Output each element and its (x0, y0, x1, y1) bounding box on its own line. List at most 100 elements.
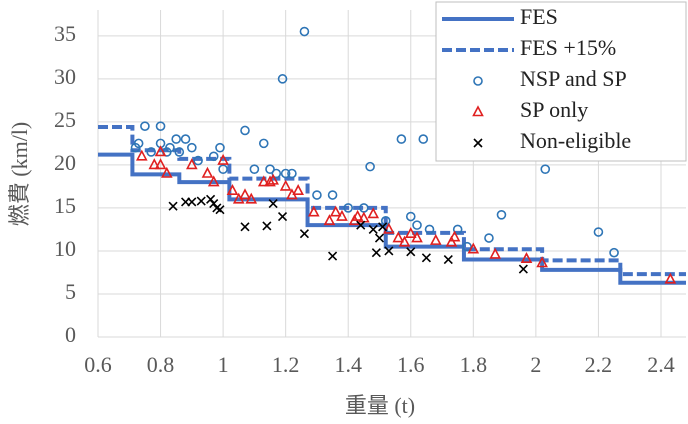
point (215, 205, 225, 215)
point (365, 161, 375, 172)
point (392, 231, 405, 243)
x-tick-label: 2 (530, 352, 541, 377)
point (496, 210, 507, 220)
point (154, 145, 167, 157)
point (187, 142, 197, 153)
point (208, 151, 219, 162)
point (307, 205, 320, 217)
point (536, 256, 548, 268)
step-line (98, 152, 686, 285)
point (518, 264, 528, 274)
x-tick-label: 1.6 (397, 352, 425, 377)
x-tick-label: 0.6 (84, 352, 112, 377)
point (368, 224, 378, 234)
point (383, 222, 395, 234)
point (489, 247, 502, 259)
point (146, 147, 156, 157)
point (187, 197, 197, 207)
x-tick-label: 0.8 (147, 352, 175, 377)
point (405, 211, 416, 222)
point (323, 214, 336, 226)
point (193, 155, 203, 166)
point (292, 184, 304, 196)
point (240, 222, 250, 232)
point (358, 211, 370, 223)
point (171, 134, 181, 144)
y-tick-label: 5 (65, 279, 76, 304)
point (378, 222, 388, 232)
point (371, 248, 381, 258)
point (593, 227, 604, 237)
point (279, 179, 292, 191)
point (239, 188, 251, 200)
point (218, 164, 228, 174)
point (406, 247, 416, 257)
point (540, 164, 551, 174)
y-tick-label: 35 (54, 21, 76, 46)
point (267, 173, 279, 185)
point (245, 192, 258, 204)
point (140, 121, 150, 131)
legend-label: FES (520, 4, 558, 29)
point (257, 175, 270, 187)
point (462, 241, 472, 252)
point (262, 221, 272, 231)
point (155, 121, 166, 131)
x-axis-label: 重量 (t) (345, 393, 415, 418)
y-tick-label: 30 (54, 64, 76, 89)
point (384, 246, 394, 256)
point (336, 209, 348, 221)
point (328, 251, 338, 261)
point (271, 168, 282, 179)
point (135, 149, 148, 161)
point (277, 74, 288, 84)
legend-swatch (472, 105, 484, 117)
point (448, 230, 461, 242)
point (398, 235, 411, 247)
point (418, 134, 429, 144)
point (287, 168, 297, 179)
point (312, 190, 322, 200)
point (148, 158, 161, 170)
point (165, 142, 175, 153)
point (249, 164, 260, 174)
point (268, 199, 278, 209)
point (180, 134, 191, 144)
y-tick-label: 20 (54, 150, 76, 175)
point (168, 201, 178, 211)
point (174, 147, 185, 157)
point (196, 196, 206, 206)
point (265, 164, 275, 174)
point (264, 175, 276, 187)
y-tick-label: 10 (54, 236, 76, 261)
point (484, 233, 494, 243)
legend-label: FES +15% (520, 35, 616, 60)
y-tick-label: 25 (54, 107, 76, 132)
y-tick-label: 0 (65, 322, 76, 347)
point (404, 227, 417, 239)
point (327, 190, 338, 200)
point (374, 233, 385, 243)
point (445, 235, 458, 247)
point (664, 272, 677, 284)
x-tick-label: 1 (218, 352, 229, 377)
point (412, 220, 422, 230)
point (367, 207, 380, 219)
y-tick-label: 15 (54, 193, 76, 218)
point (520, 251, 533, 263)
step-line (98, 125, 686, 277)
x-tick-label: 1.2 (272, 352, 300, 377)
point (411, 231, 423, 243)
point (443, 254, 453, 265)
point (217, 153, 229, 165)
point (160, 166, 173, 178)
point (240, 125, 250, 136)
point (206, 194, 216, 204)
point (609, 247, 619, 258)
legend-label: NSP and SP (520, 66, 627, 91)
point (133, 138, 144, 149)
point (154, 158, 167, 170)
x-tick-label: 1.8 (460, 352, 488, 377)
